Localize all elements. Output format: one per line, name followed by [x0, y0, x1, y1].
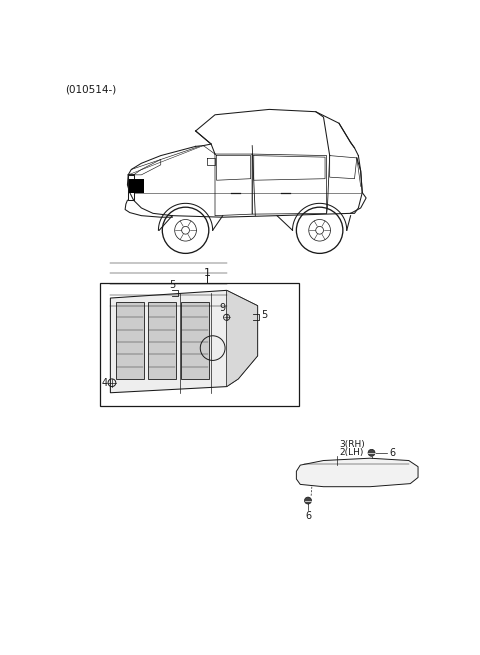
- Polygon shape: [227, 290, 258, 386]
- Polygon shape: [296, 458, 418, 487]
- Polygon shape: [110, 290, 258, 393]
- Text: 3(RH): 3(RH): [339, 440, 365, 449]
- Circle shape: [304, 497, 312, 504]
- Text: 4: 4: [101, 378, 107, 388]
- Text: 6: 6: [389, 448, 396, 458]
- Text: 6: 6: [305, 511, 311, 521]
- Bar: [129, 179, 144, 193]
- Circle shape: [368, 449, 375, 457]
- Text: 9: 9: [220, 303, 226, 313]
- Text: 5: 5: [169, 280, 176, 290]
- Text: 5: 5: [261, 310, 267, 320]
- Text: 2(LH): 2(LH): [339, 448, 363, 457]
- Bar: [116, 302, 144, 379]
- Bar: [148, 302, 176, 379]
- Bar: [181, 302, 209, 379]
- Text: 1: 1: [204, 268, 211, 278]
- Text: (010514-): (010514-): [65, 84, 116, 95]
- Bar: [100, 283, 299, 406]
